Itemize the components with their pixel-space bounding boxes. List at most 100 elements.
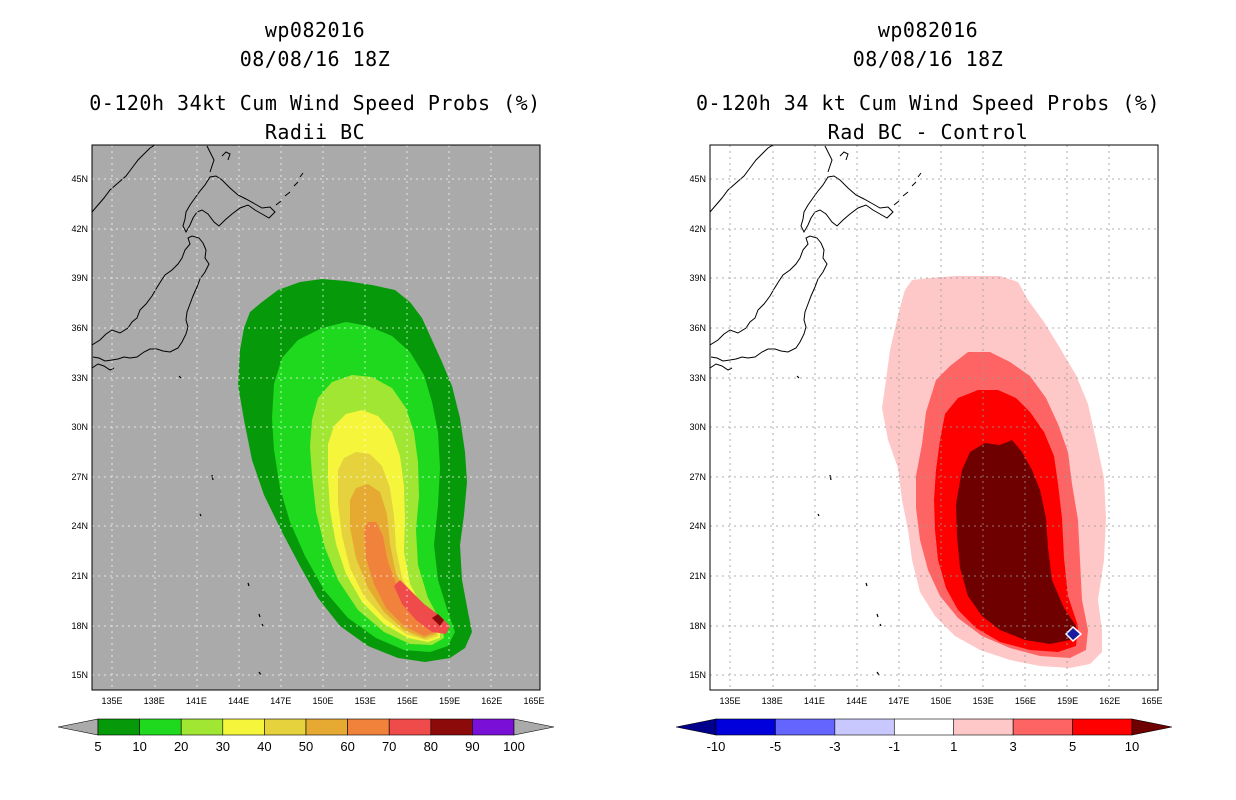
left-lat-label: 36N bbox=[71, 323, 88, 333]
left-colorbar: 5 10 20 30 40 50 60 70 80 90 100 bbox=[57, 718, 555, 754]
left-colorbar-segment bbox=[180, 718, 224, 736]
right-colorbar-segment bbox=[953, 718, 1014, 736]
left-colorbar-label: 60 bbox=[340, 739, 354, 754]
left-date: 08/08/16 18Z bbox=[239, 47, 391, 71]
right-colorbar-segment bbox=[893, 718, 955, 736]
prob-contour-60 bbox=[364, 522, 436, 636]
left-map-frame bbox=[91, 144, 541, 691]
left-colorbar-segment bbox=[472, 718, 515, 736]
right-lat-labels: 45N 42N 39N 36N 33N 30N 27N 24N 21N 18N 15N bbox=[689, 174, 706, 680]
left-colorbar-label: 90 bbox=[465, 739, 479, 754]
right-colorbar-label: -1 bbox=[889, 739, 901, 754]
left-lat-label: 27N bbox=[71, 472, 88, 482]
right-map-frame bbox=[709, 144, 1159, 691]
left-colorbar-label: 100 bbox=[503, 739, 525, 754]
left-colorbar-label: 30 bbox=[216, 739, 230, 754]
right-lon-label: 138E bbox=[762, 696, 783, 706]
right-lat-label: 45N bbox=[689, 174, 706, 184]
left-lon-label: 135E bbox=[101, 696, 122, 706]
left-colorbar-label: 70 bbox=[382, 739, 396, 754]
right-colorbar-under bbox=[675, 718, 717, 736]
right-colorbar-label: -10 bbox=[707, 739, 726, 754]
right-lon-label: 150E bbox=[930, 696, 951, 706]
left-lon-label: 138E bbox=[144, 696, 165, 706]
left-lat-label: 42N bbox=[71, 224, 88, 234]
left-lat-label: 24N bbox=[71, 521, 88, 531]
right-lat-label: 15N bbox=[689, 670, 706, 680]
right-colorbar-label: 3 bbox=[1010, 739, 1017, 754]
right-colorbar-over bbox=[1131, 718, 1173, 736]
left-colorbar-over bbox=[513, 718, 555, 736]
left-lat-label: 45N bbox=[71, 174, 88, 184]
left-colorbar-label: 5 bbox=[94, 739, 101, 754]
left-lat-label: 15N bbox=[71, 670, 88, 680]
right-lat-label: 39N bbox=[689, 273, 706, 283]
right-lat-label: 24N bbox=[689, 521, 706, 531]
right-lat-label: 33N bbox=[689, 373, 706, 383]
right-product-title: 0-120h 34 kt Cum Wind Speed Probs (%) bbox=[695, 91, 1161, 115]
right-colorbar-segment bbox=[834, 718, 895, 736]
right-lon-label: 141E bbox=[804, 696, 825, 706]
left-colorbar-segment bbox=[97, 718, 140, 736]
left-product-title: 0-120h 34kt Cum Wind Speed Probs (%) bbox=[89, 91, 541, 115]
right-colorbar-label: -3 bbox=[829, 739, 841, 754]
left-colorbar-label: 10 bbox=[132, 739, 146, 754]
left-lat-label: 39N bbox=[71, 273, 88, 283]
right-lon-label: 165E bbox=[1141, 696, 1162, 706]
right-lat-label: 18N bbox=[689, 621, 706, 631]
left-lon-label: 147E bbox=[270, 696, 291, 706]
left-colorbar-segment bbox=[430, 718, 473, 736]
left-colorbar-segment bbox=[139, 718, 182, 736]
left-lat-label: 30N bbox=[71, 422, 88, 432]
right-lon-label: 159E bbox=[1057, 696, 1078, 706]
left-colorbar-label: 20 bbox=[174, 739, 188, 754]
right-lon-label: 147E bbox=[888, 696, 909, 706]
left-lon-label: 159E bbox=[439, 696, 460, 706]
right-colorbar-segment bbox=[715, 718, 776, 736]
right-colorbar-label: 10 bbox=[1125, 739, 1139, 754]
right-colorbar-segment bbox=[1012, 718, 1073, 736]
left-colorbar-label: 40 bbox=[257, 739, 271, 754]
left-lon-label: 144E bbox=[228, 696, 249, 706]
right-gridlines bbox=[710, 145, 1158, 690]
left-colorbar-under bbox=[57, 718, 99, 736]
right-lon-label: 162E bbox=[1099, 696, 1120, 706]
left-lat-label: 33N bbox=[71, 373, 88, 383]
right-colorbar-segment bbox=[775, 718, 836, 736]
right-subtitle: Rad BC - Control bbox=[827, 120, 1029, 144]
left-lon-label: 150E bbox=[312, 696, 333, 706]
right-lat-label: 27N bbox=[689, 472, 706, 482]
left-colorbar-label: 80 bbox=[424, 739, 438, 754]
right-date: 08/08/16 18Z bbox=[852, 47, 1004, 71]
right-colorbar: -10 -5 -3 -1 1 3 5 10 bbox=[675, 718, 1173, 754]
left-colorbar-segment bbox=[305, 718, 348, 736]
right-lat-label: 30N bbox=[689, 422, 706, 432]
right-colorbar-label: 5 bbox=[1069, 739, 1076, 754]
left-colorbar-segment bbox=[222, 718, 265, 736]
left-storm-id: wp082016 bbox=[264, 18, 366, 42]
left-lat-label: 21N bbox=[71, 571, 88, 581]
right-lat-label: 36N bbox=[689, 323, 706, 333]
right-lon-labels: 135E 138E 141E 144E 147E 150E 153E 156E 159E 162E… bbox=[719, 696, 1162, 706]
right-lon-label: 153E bbox=[973, 696, 994, 706]
left-lon-label: 156E bbox=[397, 696, 418, 706]
right-colorbar-label: -5 bbox=[770, 739, 782, 754]
prob-contour-80 bbox=[432, 614, 444, 626]
left-probability-contours bbox=[92, 145, 540, 690]
right-map-panel bbox=[709, 144, 1159, 691]
right-colorbar-label: 1 bbox=[950, 739, 957, 754]
left-colorbar-segment bbox=[264, 718, 307, 736]
left-lon-label: 141E bbox=[186, 696, 207, 706]
left-lat-labels: 45N 42N 39N 36N 33N 30N 27N 24N 21N 18N 15N bbox=[71, 174, 88, 680]
right-lat-label: 21N bbox=[689, 571, 706, 581]
left-subtitle: Radii BC bbox=[264, 120, 366, 144]
left-lon-label: 162E bbox=[481, 696, 502, 706]
right-lat-label: 42N bbox=[689, 224, 706, 234]
left-gridlines bbox=[92, 145, 540, 690]
left-lat-label: 18N bbox=[71, 621, 88, 631]
left-colorbar-label: 50 bbox=[299, 739, 313, 754]
diff-contour-10 bbox=[956, 440, 1076, 644]
right-difference-contours bbox=[710, 145, 1158, 690]
right-lon-label: 156E bbox=[1015, 696, 1036, 706]
left-lon-label: 153E bbox=[355, 696, 376, 706]
